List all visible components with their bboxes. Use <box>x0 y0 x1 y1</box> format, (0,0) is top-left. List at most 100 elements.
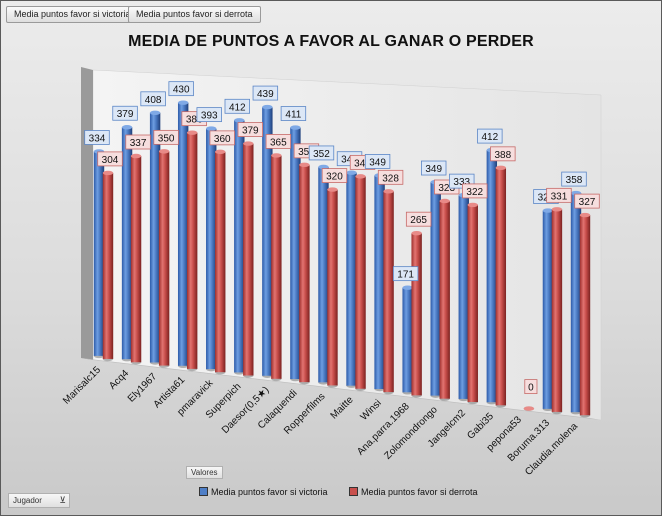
bar-victoria-2 <box>149 110 161 365</box>
bar-victoria-7 <box>290 125 301 382</box>
svg-text:324: 324 <box>538 193 555 204</box>
svg-text:412: 412 <box>229 102 246 113</box>
legend-label-derrota: Media puntos favor si derrota <box>361 487 478 497</box>
svg-text:386: 386 <box>186 115 203 126</box>
chart-floor <box>81 358 601 420</box>
x-tick-label: Winsi <box>359 398 384 423</box>
svg-text:333: 333 <box>453 177 470 188</box>
x-tick-label: Gabi35 <box>465 411 496 442</box>
bar-victoria-10 <box>374 173 385 392</box>
bar-derrota-17 <box>579 212 591 418</box>
bar-derrota-4 <box>215 149 226 375</box>
data-label-derrota-13: 322 <box>462 183 488 199</box>
svg-text:304: 304 <box>102 155 119 166</box>
data-label-derrota-16: 331 <box>546 187 572 203</box>
bar-derrota-5 <box>243 141 254 378</box>
svg-text:334: 334 <box>89 133 106 144</box>
bar-derrota-13 <box>467 202 478 405</box>
data-label-victoria-1: 379 <box>112 105 138 121</box>
data-label-victoria-7: 411 <box>280 106 307 121</box>
filter-icon[interactable]: ⊻ <box>59 495 66 505</box>
bar-derrota-10 <box>383 189 394 395</box>
legend-swatch-victoria <box>199 487 208 496</box>
bar-victoria-3 <box>177 100 189 369</box>
svg-text:358: 358 <box>566 175 583 186</box>
x-tick-label: Acq4 <box>107 368 131 392</box>
svg-text:365: 365 <box>270 137 287 148</box>
svg-text:349: 349 <box>425 164 442 175</box>
svg-text:393: 393 <box>201 111 218 122</box>
svg-text:430: 430 <box>173 85 190 96</box>
svg-text:322: 322 <box>466 187 483 198</box>
svg-text:348: 348 <box>341 155 358 166</box>
bar-derrota-9 <box>355 174 366 391</box>
svg-text:265: 265 <box>410 215 427 226</box>
svg-text:379: 379 <box>242 126 259 137</box>
data-label-victoria-17: 358 <box>561 171 587 187</box>
svg-text:328: 328 <box>382 173 399 184</box>
data-label-victoria-3: 430 <box>168 81 194 97</box>
svg-text:355: 355 <box>298 147 315 158</box>
bar-derrota-3 <box>186 130 198 372</box>
bar-derrota-14 <box>495 165 507 408</box>
data-label-derrota-15: 0 <box>524 379 538 395</box>
data-label-derrota-11: 265 <box>405 211 432 227</box>
bar-derrota-16 <box>551 207 563 415</box>
svg-text:379: 379 <box>117 109 134 120</box>
bar-victoria-13 <box>458 192 469 402</box>
svg-text:0: 0 <box>528 383 534 394</box>
legend-label-victoria: Media puntos favor si victoria <box>211 487 328 497</box>
legend-item-victoria: Media puntos favor si victoria <box>199 487 328 497</box>
bar-derrota-12 <box>439 198 450 401</box>
svg-text:171: 171 <box>397 270 414 281</box>
data-label-derrota-10: 328 <box>377 169 404 185</box>
data-label-victoria-12: 349 <box>421 160 447 176</box>
bar-derrota-6 <box>271 153 282 382</box>
bar-derrota-7 <box>299 162 310 385</box>
bar-victoria-9 <box>346 170 357 388</box>
bar-derrota-0 <box>102 170 114 362</box>
svg-text:327: 327 <box>579 197 596 208</box>
data-label-victoria-8: 352 <box>308 145 335 161</box>
data-label-victoria-4: 393 <box>196 107 222 123</box>
svg-text:360: 360 <box>214 134 231 145</box>
bar-victoria-8 <box>318 164 329 385</box>
data-label-derrota-0: 304 <box>97 151 123 167</box>
svg-text:347: 347 <box>354 158 371 169</box>
data-label-derrota-4: 360 <box>209 130 235 146</box>
bar-victoria-12 <box>430 179 441 398</box>
values-field-button[interactable]: Valores <box>186 466 223 479</box>
bar-victoria-5 <box>234 118 245 375</box>
bar-derrota-11 <box>411 230 422 398</box>
player-field-button[interactable]: Jugador ⊻ <box>8 493 70 508</box>
data-label-derrota-8: 320 <box>321 168 348 183</box>
legend-item-derrota: Media puntos favor si derrota <box>349 487 478 497</box>
chart-side-wall <box>81 67 93 360</box>
legend-swatch-derrota <box>349 487 358 496</box>
bar-victoria-6 <box>262 104 273 378</box>
data-label-victoria-2: 408 <box>140 91 166 107</box>
bar-derrota-8 <box>327 187 338 388</box>
svg-text:331: 331 <box>551 191 568 202</box>
data-label-victoria-5: 412 <box>224 98 250 114</box>
x-tick-label: Marisalc15 <box>61 364 103 406</box>
svg-text:323: 323 <box>438 183 455 194</box>
svg-text:388: 388 <box>494 150 511 161</box>
data-label-derrota-14: 388 <box>490 146 516 162</box>
svg-text:412: 412 <box>481 132 498 143</box>
svg-text:352: 352 <box>313 149 330 160</box>
chart-title: MEDIA DE PUNTOS A FAVOR AL GANAR O PERDE… <box>128 33 534 50</box>
pivot-field-button-derrota[interactable]: Media puntos favor si derrota <box>128 6 261 23</box>
bar-victoria-14 <box>486 147 498 405</box>
data-label-derrota-6: 365 <box>265 134 292 149</box>
svg-text:350: 350 <box>158 133 175 144</box>
data-label-victoria-0: 334 <box>84 130 110 145</box>
data-label-victoria-10: 349 <box>364 154 391 169</box>
svg-text:349: 349 <box>369 157 386 168</box>
bar-victoria-11 <box>402 285 413 395</box>
data-label-derrota-17: 327 <box>574 193 600 209</box>
svg-text:408: 408 <box>145 95 162 106</box>
svg-text:337: 337 <box>130 138 147 149</box>
data-label-victoria-11: 171 <box>392 266 419 282</box>
